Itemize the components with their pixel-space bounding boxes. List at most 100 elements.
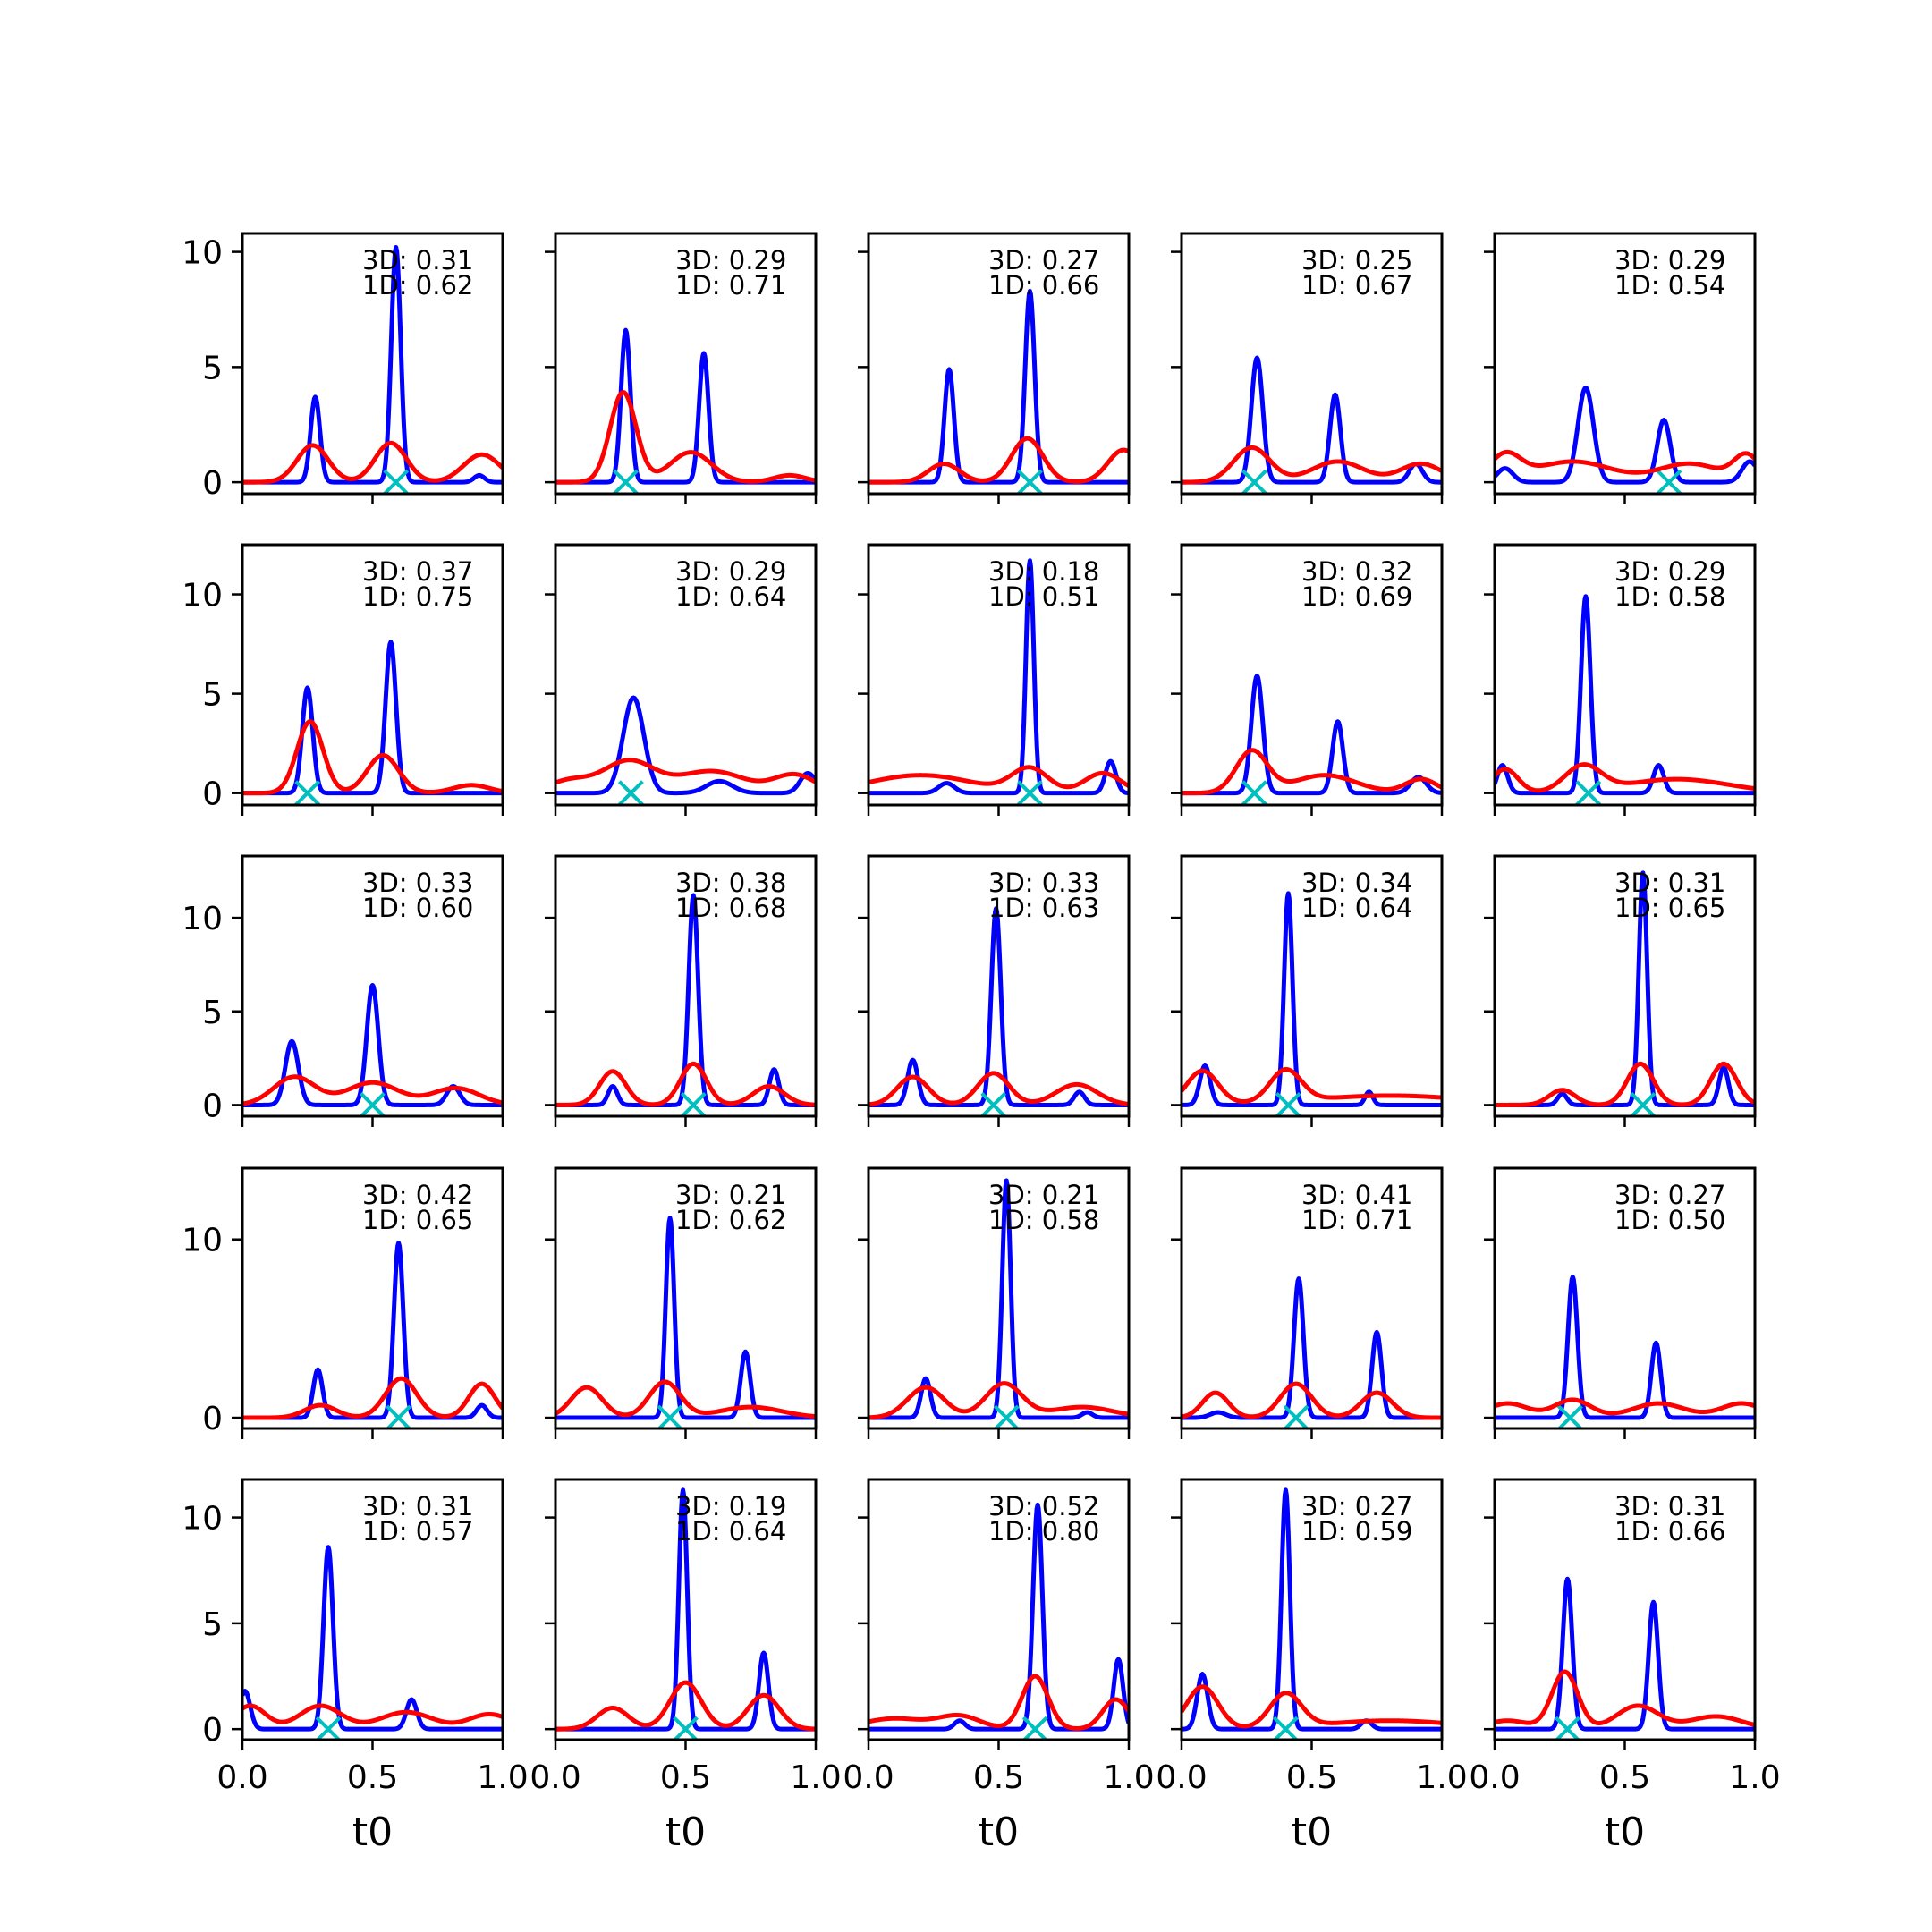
x-tick-label: 0.0 [1156,1759,1207,1796]
cyan-x-marker [315,1716,342,1740]
annotation-3d: 3D: 0.25 [1301,245,1412,275]
red-series-line [242,1074,503,1106]
plot-area [1495,1275,1755,1428]
annotation-1d: 1D: 0.64 [675,581,786,612]
annotation-1d: 1D: 0.58 [1614,581,1725,612]
annotation-1d: 1D: 0.75 [362,581,473,612]
x-tick-label: 0.5 [347,1759,398,1796]
cyan-x-marker [383,469,410,494]
plot-area [1495,1576,1755,1740]
cyan-x-marker [1272,1716,1299,1740]
annotation-3d: 3D: 0.19 [675,1491,786,1521]
x-tick-label: 0.0 [216,1759,267,1796]
blue-series-line [1182,355,1442,485]
annotation-1d: 1D: 0.62 [362,270,473,301]
blue-series-line [869,558,1129,796]
annotation-3d: 3D: 0.37 [362,556,473,587]
blue-series-line [1495,1275,1755,1420]
annotation-3d: 3D: 0.34 [1301,868,1412,898]
plot-area [555,327,816,494]
annotation-3d: 3D: 0.52 [988,1491,1099,1521]
cyan-x-marker [1575,780,1602,805]
annotation-1d: 1D: 0.67 [1301,270,1412,301]
plot-area [242,1545,503,1740]
x-tick-label: 0.0 [843,1759,894,1796]
blue-series-line [1495,1576,1755,1732]
cyan-x-marker [673,1716,699,1740]
cyan-x-marker [386,1404,412,1428]
cyan-x-marker [980,1092,1007,1116]
annotation-1d: 1D: 0.64 [675,1516,786,1546]
y-tick-label: 5 [202,1606,223,1643]
plot-area [1495,386,1755,494]
red-series-line [869,1381,1129,1420]
annotation-3d: 3D: 0.31 [362,1491,473,1521]
blue-series-line [555,1216,816,1420]
cyan-x-marker [1555,1716,1580,1740]
annotation-1d: 1D: 0.65 [362,1205,473,1235]
blue-series-line [869,906,1129,1107]
annotation-3d: 3D: 0.41 [1301,1180,1412,1210]
cyan-x-marker [993,1404,1020,1428]
annotation-3d: 3D: 0.21 [988,1180,1099,1210]
x-tick-label: 1.0 [477,1759,528,1796]
x-axis-label: t0 [979,1809,1019,1855]
blue-series-line [555,893,816,1107]
x-axis-label: t0 [352,1809,393,1855]
red-series-line [869,1674,1129,1731]
annotation-3d: 3D: 0.29 [1614,556,1725,587]
x-tick-label: 0.5 [660,1759,711,1796]
y-tick-label: 0 [202,1712,223,1749]
x-tick-label: 1.0 [790,1759,841,1796]
y-tick-label: 0 [202,1088,223,1124]
plot-area [869,1502,1129,1740]
cyan-x-marker [1283,1404,1309,1428]
red-series-line [555,1680,816,1732]
cyan-x-marker [1241,780,1267,805]
annotation-1d: 1D: 0.51 [988,581,1099,612]
plot-area [1495,870,1755,1116]
annotation-1d: 1D: 0.66 [988,270,1099,301]
cyan-x-marker [617,780,644,805]
blue-series-line [242,982,503,1107]
red-series-line [1495,1061,1755,1107]
annotation-1d: 1D: 0.58 [988,1205,1099,1235]
plot-area [1182,674,1442,805]
annotation-3d: 3D: 0.21 [675,1180,786,1210]
cyan-x-marker [680,1092,707,1116]
y-tick-label: 5 [202,350,223,386]
annotation-3d: 3D: 0.31 [362,245,473,275]
plot-area [1182,1487,1442,1740]
annotation-1d: 1D: 0.71 [1301,1205,1412,1235]
red-series-line [1182,445,1442,485]
annotation-3d: 3D: 0.38 [675,868,786,898]
x-tick-label: 0.0 [1469,1759,1520,1796]
y-tick-label: 10 [182,1501,223,1538]
plot-area [1182,891,1442,1116]
y-tick-label: 10 [182,235,223,272]
plot-area [242,1241,503,1428]
plot-area [555,893,816,1116]
red-series-line [555,1379,816,1419]
plot-area [242,982,503,1116]
annotation-1d: 1D: 0.68 [675,893,786,923]
x-tick-label: 0.0 [530,1759,580,1796]
blue-series-line [1495,594,1755,796]
annotation-1d: 1D: 0.65 [1614,893,1725,923]
x-tick-label: 1.0 [1729,1759,1780,1796]
